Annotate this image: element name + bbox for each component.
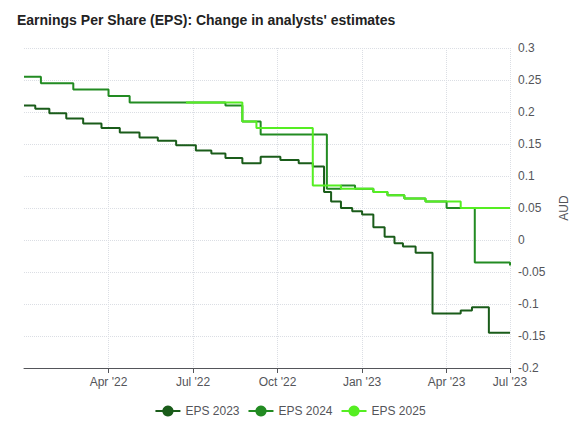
- svg-text:Oct '22: Oct '22: [259, 375, 297, 389]
- svg-text:0.1: 0.1: [518, 169, 535, 183]
- svg-text:Jul '23: Jul '23: [493, 375, 528, 389]
- svg-text:EPS 2024: EPS 2024: [278, 404, 332, 418]
- svg-text:0.2: 0.2: [518, 105, 535, 119]
- svg-text:EPS 2023: EPS 2023: [185, 404, 239, 418]
- svg-text:-0.1: -0.1: [518, 297, 539, 311]
- svg-text:EPS 2025: EPS 2025: [372, 404, 426, 418]
- svg-text:Apr '22: Apr '22: [90, 375, 128, 389]
- svg-text:Apr '23: Apr '23: [428, 375, 466, 389]
- svg-text:Earnings Per Share (EPS): Chan: Earnings Per Share (EPS): Change in anal…: [17, 12, 396, 28]
- svg-text:-0.05: -0.05: [518, 265, 546, 279]
- svg-text:Jul '22: Jul '22: [176, 375, 211, 389]
- svg-text:-0.2: -0.2: [518, 361, 539, 375]
- svg-text:Jan '23: Jan '23: [343, 375, 382, 389]
- svg-text:0.15: 0.15: [518, 137, 542, 151]
- svg-text:-0.15: -0.15: [518, 329, 546, 343]
- svg-text:0.3: 0.3: [518, 41, 535, 55]
- svg-text:0: 0: [518, 233, 525, 247]
- svg-text:0.05: 0.05: [518, 201, 542, 215]
- svg-text:0.25: 0.25: [518, 73, 542, 87]
- svg-text:AUD: AUD: [557, 195, 571, 221]
